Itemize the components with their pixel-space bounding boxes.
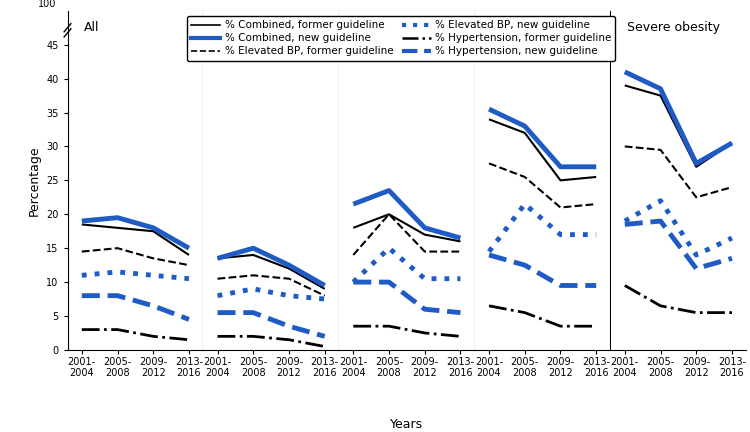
Text: Overweight: Overweight [356,21,428,34]
Y-axis label: Percentage: Percentage [28,145,40,216]
Text: Healthy weight: Healthy weight [220,21,314,34]
Text: Severe obesity: Severe obesity [627,21,720,34]
Text: Years: Years [390,418,424,431]
Legend: % Combined, former guideline, % Combined, new guideline, % Elevated BP, former g: % Combined, former guideline, % Combined… [187,16,616,60]
Text: Obesity: Obesity [491,21,538,34]
Text: All: All [84,21,99,34]
Text: 100: 100 [38,0,56,9]
